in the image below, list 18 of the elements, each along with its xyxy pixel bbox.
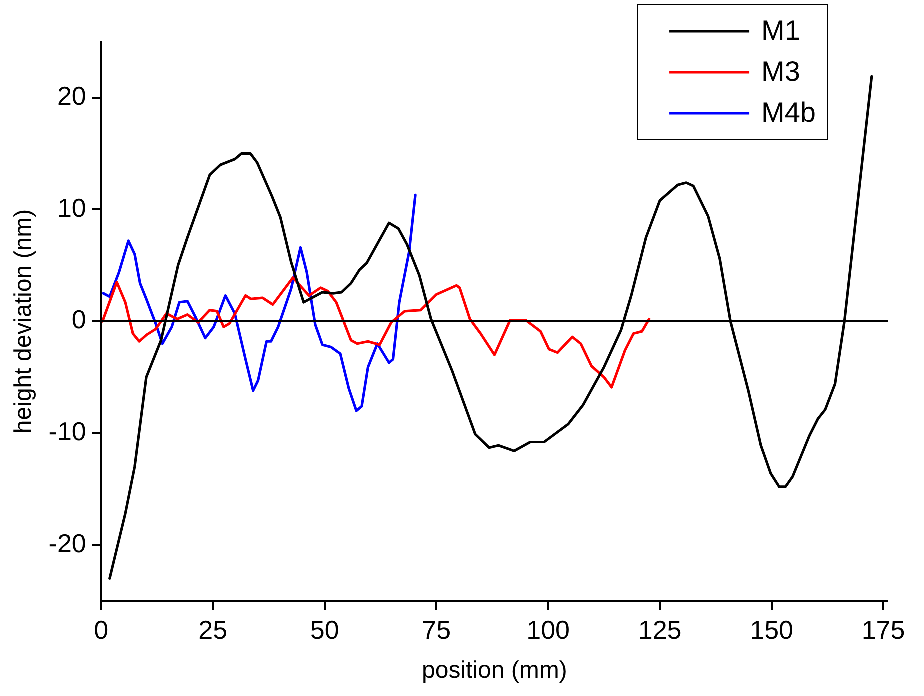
legend-label: M4b [762,97,816,128]
x-axis-title: position (mm) [422,657,568,684]
x-tick-label: 150 [750,614,794,645]
y-tick-label: 10 [57,192,86,223]
x-tick-label: 100 [526,614,570,645]
x-tick-label: 125 [638,614,682,645]
x-tick-label: 175 [862,614,906,645]
y-tick-label: -10 [48,416,86,446]
y-tick-label: 20 [57,81,86,112]
x-tick-label: 0 [94,614,109,645]
x-tick-label: 50 [310,614,340,645]
x-tick-label: 25 [198,614,228,645]
y-tick-label: 0 [72,304,86,335]
legend-label: M1 [762,15,800,46]
y-axis-title: height deviation (nm) [10,209,38,434]
y-tick-label: -20 [48,528,86,558]
x-tick-label: 75 [422,614,452,645]
legend-label: M3 [762,56,800,88]
